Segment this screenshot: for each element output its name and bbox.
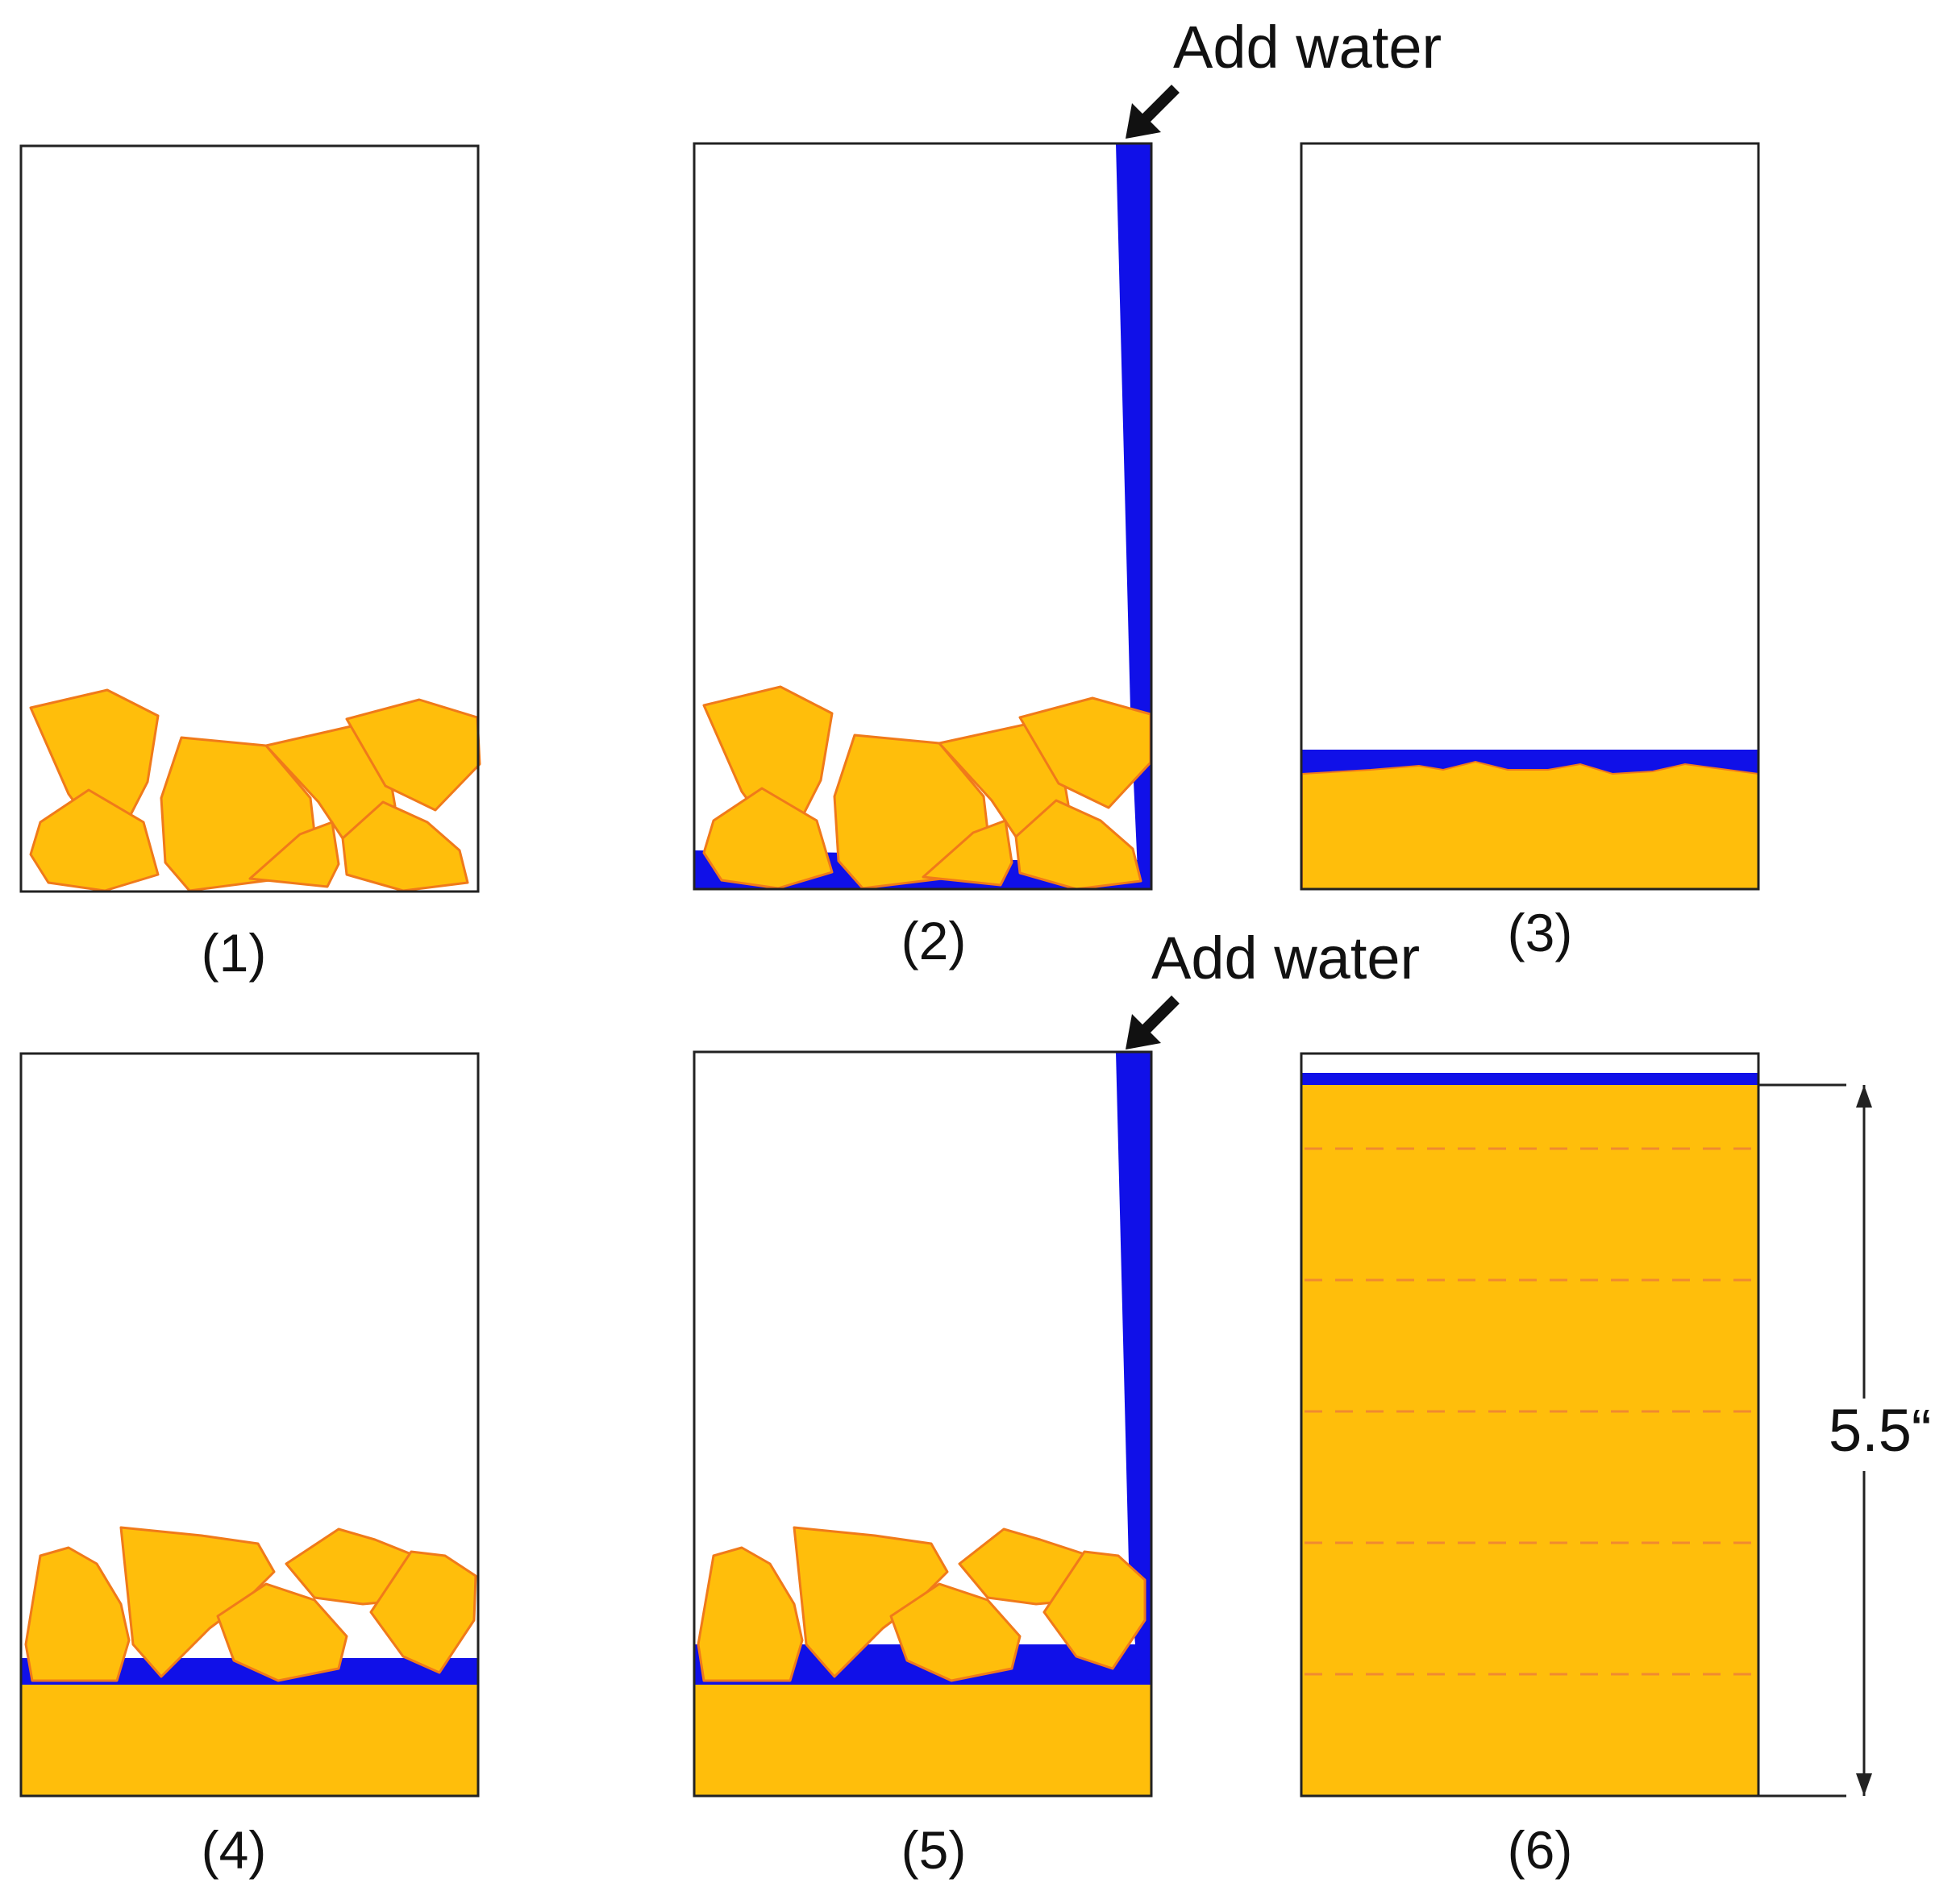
panel-2: (2) xyxy=(693,142,1153,971)
panel-4: (4) xyxy=(19,1052,480,1880)
panel-4-soil-base xyxy=(22,1683,477,1796)
panel-1-frame xyxy=(19,144,480,893)
panel-5-water-pour-stream xyxy=(1116,1052,1151,1685)
height-dimension: 5.5“ xyxy=(1758,1083,1932,1798)
add-water-bottom-label: Add water xyxy=(1151,925,1420,991)
panel-6-frame xyxy=(1300,1052,1760,1798)
panel-6-soil-body xyxy=(1302,1085,1758,1796)
dimension-arrow-bottom xyxy=(1856,1773,1872,1796)
panel-1-soil-rocks xyxy=(29,688,481,892)
panel-3-label: (3) xyxy=(1508,903,1573,962)
panel-6-label: (6) xyxy=(1508,1820,1573,1880)
panel-5-label: (5) xyxy=(901,1820,967,1880)
panel-2-label: (2) xyxy=(901,911,967,971)
panel-4-label: (4) xyxy=(202,1820,267,1880)
panel-5-soil-base xyxy=(695,1683,1151,1796)
add-water-top-label: Add water xyxy=(1173,14,1442,81)
height-dimension-label: 5.5“ xyxy=(1829,1397,1932,1464)
dimension-arrow-top xyxy=(1856,1085,1872,1108)
panel-5-soil-rocks xyxy=(697,1526,1146,1682)
arrow-down-left-icon xyxy=(1126,995,1180,1049)
panel-5-frame xyxy=(693,1050,1153,1798)
panel-2-frame xyxy=(693,142,1153,891)
panel-3-soil-body xyxy=(1301,760,1759,890)
arrow-down-left-icon xyxy=(1126,85,1180,139)
panel-3: (3) xyxy=(1300,142,1760,962)
panel-6-layer-boundaries xyxy=(1305,1147,1756,1676)
panel-4-frame xyxy=(19,1052,480,1798)
panel-6-water-layer xyxy=(1302,1073,1758,1086)
add-water-top-annotation: Add water xyxy=(1126,14,1442,139)
add-water-bottom-annotation: Add water xyxy=(1126,925,1420,1049)
panel-5: (5) xyxy=(693,1050,1153,1880)
panel-6: (6) xyxy=(1300,1052,1760,1880)
panel-4-soil-rocks xyxy=(24,1526,477,1682)
panel-1-label: (1) xyxy=(202,923,267,983)
panel-3-frame xyxy=(1300,142,1760,891)
panel-2-water-pour-stream xyxy=(1116,143,1151,889)
panel-2-soil-rocks xyxy=(702,685,1152,891)
panel-1: (1) xyxy=(19,144,481,983)
